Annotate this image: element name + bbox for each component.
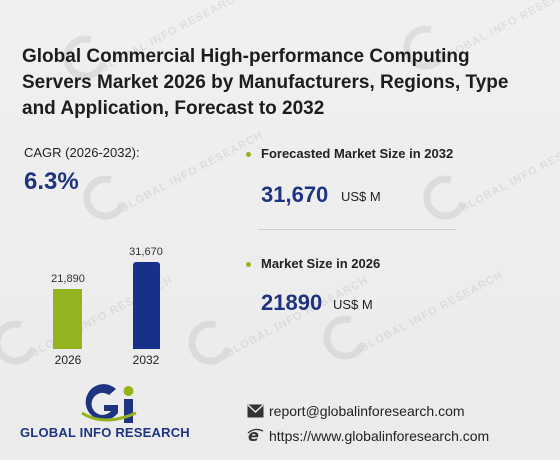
watermark: GLOBAL INFO RESEARCH [415,118,560,238]
current-unit: US$ M [333,297,373,312]
contact-email[interactable]: report@globalinforesearch.com [269,403,465,419]
bullet-icon [246,152,251,157]
bar-category-label: 2032 [132,353,160,367]
forecast-label: Forecasted Market Size in 2032 [261,146,454,161]
divider [258,229,456,230]
browser-e-icon: e [247,427,264,443]
logo-text: GLOBAL INFO RESEARCH [20,425,190,440]
bar-category-label: 2026 [54,353,82,367]
bar-value-label: 31,670 [129,246,163,258]
svg-text:e: e [248,427,259,443]
contact-website[interactable]: https://www.globalinforesearch.com [269,428,490,444]
bar-value-label: 21,890 [51,273,85,285]
current-value: 21890 [261,290,323,315]
cagr-value: 6.3% [24,168,79,195]
bar-2026 [53,289,82,349]
envelope-icon [247,404,264,418]
company-logo [81,384,137,423]
watermark: GLOBAL INFO RESEARCH [180,263,370,383]
watermark: GLOBAL INFO RESEARCH [75,118,265,238]
forecast-value: 31,670 [261,182,329,207]
current-label: Market Size in 2026 [261,256,381,271]
bar-2032 [133,262,160,349]
watermark: GLOBAL INFO RESEARCH [315,258,505,378]
cagr-label: CAGR (2026-2032): [24,145,140,160]
page-title: Global Commercial High-performance Compu… [22,46,509,119]
forecast-unit: US$ M [341,189,381,204]
bullet-icon [246,262,251,267]
